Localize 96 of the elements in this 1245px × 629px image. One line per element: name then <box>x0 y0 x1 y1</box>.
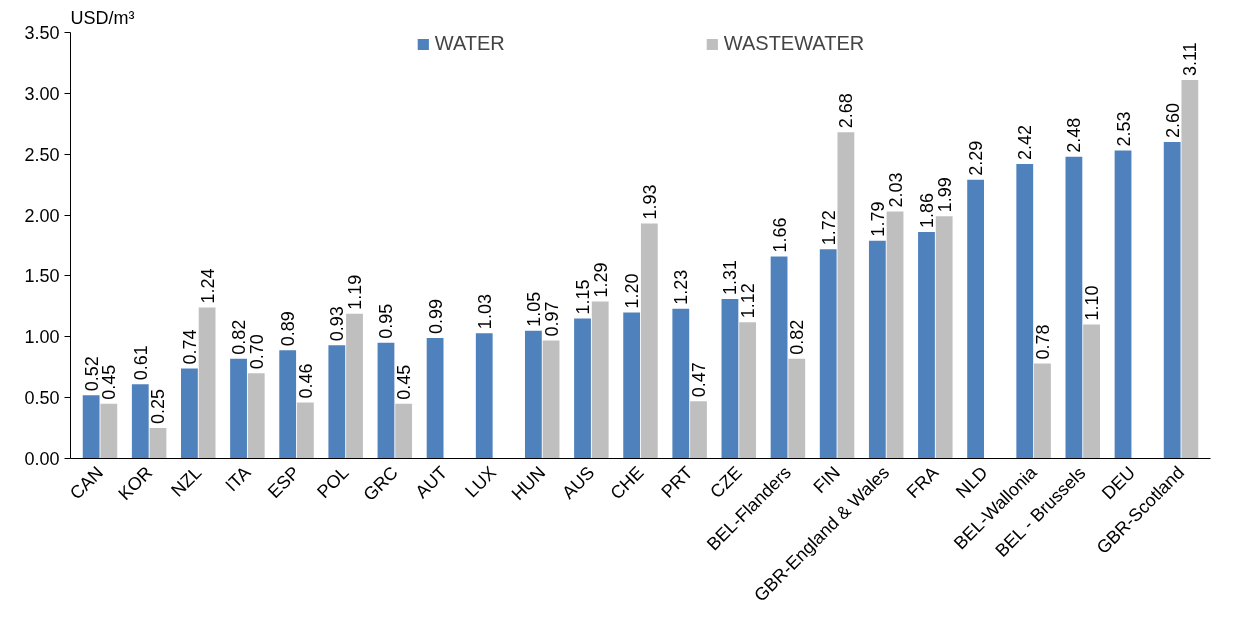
y-tick-label: 1.50 <box>24 266 60 287</box>
x-tick-label: NZL <box>167 462 206 501</box>
data-label: 1.72 <box>818 210 839 246</box>
bar <box>542 340 560 459</box>
data-label: 2.42 <box>1015 124 1036 160</box>
data-label: 1.31 <box>720 260 741 296</box>
y-tick-label: 0.50 <box>24 388 60 409</box>
x-tick-label: ITA <box>221 462 255 496</box>
bar <box>346 313 363 459</box>
bar <box>181 368 198 459</box>
data-label: 0.52 <box>81 356 102 392</box>
bar <box>149 428 167 459</box>
data-label: 0.46 <box>295 363 316 399</box>
bar <box>690 401 707 459</box>
bar <box>1163 142 1181 459</box>
bar <box>1034 363 1051 459</box>
data-label: 1.86 <box>916 193 937 229</box>
bar <box>198 307 216 459</box>
bar <box>868 240 886 459</box>
y-tick-label: 2.00 <box>24 205 60 226</box>
data-label: 1.66 <box>769 217 790 253</box>
bar <box>886 211 904 459</box>
bar <box>247 373 265 459</box>
data-label: 0.78 <box>1032 324 1053 360</box>
legend-label: WATER <box>434 32 505 55</box>
data-label: 0.95 <box>376 303 397 339</box>
legend-label: WASTEWATER <box>723 32 865 55</box>
y-tick-label: 2.50 <box>24 144 60 165</box>
bar <box>721 299 739 459</box>
bar <box>230 358 247 459</box>
bar <box>837 132 855 459</box>
data-label: 1.03 <box>474 294 495 330</box>
y-tick-label: 1.00 <box>24 327 60 348</box>
data-label: 0.25 <box>148 389 169 425</box>
data-label: 1.23 <box>671 269 692 305</box>
data-label: 0.47 <box>688 362 709 398</box>
data-label: 0.45 <box>394 364 415 400</box>
data-label: 1.12 <box>738 283 759 319</box>
bar <box>100 403 118 459</box>
bar <box>770 256 788 459</box>
bar <box>1016 163 1034 459</box>
bar <box>591 301 609 459</box>
bar <box>788 358 806 459</box>
bar <box>1065 156 1083 459</box>
y-tick-label: 3.50 <box>24 23 60 43</box>
data-label: 1.79 <box>867 201 888 237</box>
bar <box>574 318 591 459</box>
data-label: 1.99 <box>934 177 955 213</box>
data-label: 0.99 <box>425 298 446 334</box>
bar <box>475 333 493 459</box>
x-tick-label: FRA <box>902 462 943 503</box>
data-label: 2.03 <box>885 172 906 208</box>
bar <box>672 308 690 459</box>
data-label: 1.93 <box>639 184 660 220</box>
data-label: 2.53 <box>1113 111 1134 147</box>
bar <box>131 384 149 459</box>
bar <box>377 342 395 459</box>
x-tick-label: FIN <box>809 462 845 498</box>
bar <box>328 345 346 459</box>
bar <box>623 312 641 459</box>
bar <box>640 223 658 459</box>
data-label: 0.45 <box>99 364 120 400</box>
data-label: 1.05 <box>523 291 544 327</box>
bar <box>819 249 837 459</box>
bar <box>935 216 953 459</box>
bar <box>1114 150 1132 459</box>
bar <box>1083 324 1100 459</box>
data-label: 0.93 <box>327 306 348 342</box>
bar <box>739 322 757 459</box>
y-tick-label: 0.00 <box>24 449 60 469</box>
bar <box>967 179 985 459</box>
bar <box>82 395 100 459</box>
data-label: 0.82 <box>787 319 808 355</box>
data-label: 0.61 <box>130 345 151 381</box>
data-label: 2.68 <box>836 93 857 129</box>
bar <box>395 403 413 459</box>
y-tick-label: 3.00 <box>24 83 60 104</box>
data-label: 0.74 <box>179 329 200 365</box>
data-label: 1.10 <box>1082 285 1103 321</box>
data-label: 1.19 <box>345 274 366 310</box>
bar <box>918 232 935 459</box>
bar <box>426 338 444 459</box>
data-label: 2.29 <box>966 140 987 176</box>
data-label: 0.97 <box>541 301 562 337</box>
data-label: 0.89 <box>278 311 299 347</box>
data-label: 3.11 <box>1180 42 1201 76</box>
y-axis-title: USD/m³ <box>70 7 135 28</box>
bar <box>524 330 542 459</box>
bar <box>279 350 297 459</box>
data-label: 1.20 <box>622 273 643 309</box>
x-tick-label: POL <box>313 462 353 503</box>
data-label: 2.60 <box>1162 103 1183 139</box>
data-label: 2.48 <box>1064 117 1085 153</box>
data-label: 1.24 <box>197 268 218 304</box>
bar <box>1181 79 1199 459</box>
bar <box>296 402 314 459</box>
